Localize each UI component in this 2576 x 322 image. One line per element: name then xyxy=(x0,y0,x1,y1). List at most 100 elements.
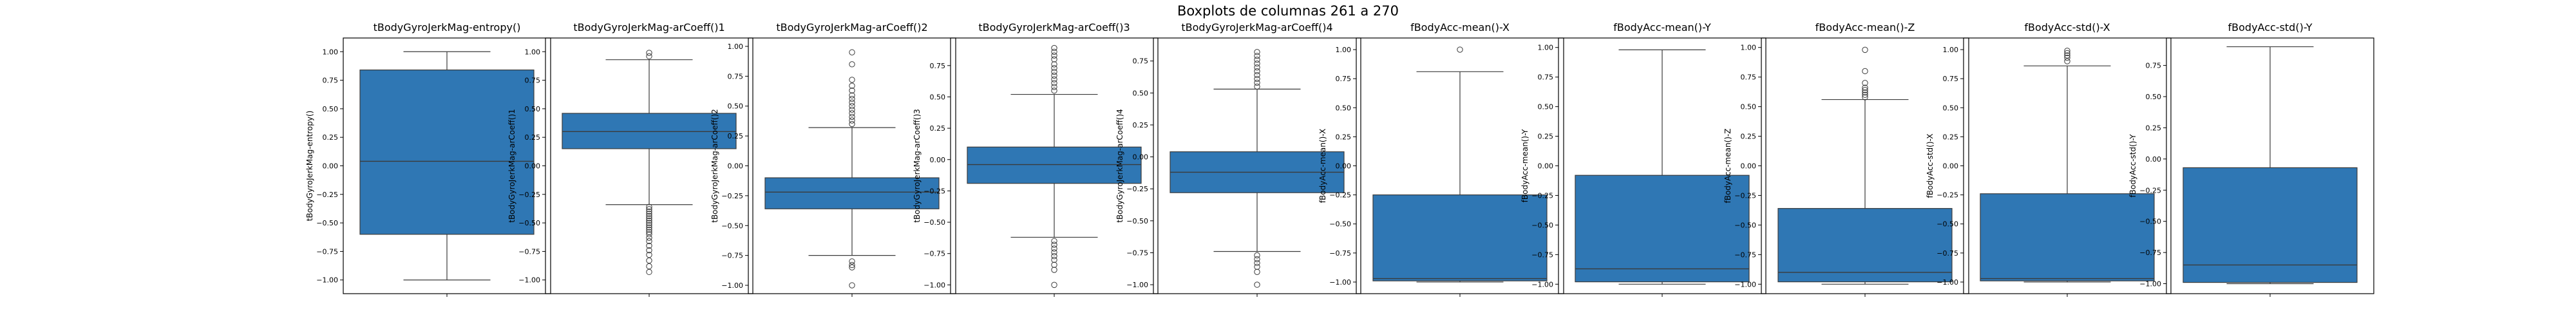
y-tick-label: −0.75 xyxy=(1126,249,1148,257)
outlier-point xyxy=(646,227,652,233)
outlier-point xyxy=(1051,65,1057,71)
iqr-box xyxy=(764,177,940,209)
y-axis-label: tBodyGyroJerkMag-arCoeff()2 xyxy=(710,109,719,223)
outlier-point xyxy=(849,264,855,270)
y-tick-label: 0.75 xyxy=(1741,73,1757,82)
y-tick-label: 0.75 xyxy=(525,77,541,85)
outlier-point xyxy=(646,224,652,231)
outlier-point xyxy=(1254,49,1260,55)
y-axis-label: tBodyGyroJerkMag-entropy() xyxy=(305,111,314,222)
outlier-point xyxy=(1051,48,1057,55)
outlier-point xyxy=(1254,256,1260,263)
y-tick-label: 0.75 xyxy=(1943,75,1959,83)
y-tick-label: −0.25 xyxy=(518,191,540,199)
outlier-point xyxy=(1051,252,1057,260)
y-tick-label: 0.75 xyxy=(1133,57,1149,66)
panel-title: tBodyGyroJerkMag-arCoeff()3 xyxy=(978,21,1130,33)
outlier-point xyxy=(1254,260,1260,267)
y-tick-label: 0.00 xyxy=(1943,162,1959,171)
y-tick-label: 0.75 xyxy=(323,77,339,85)
outlier-point xyxy=(646,208,652,215)
outlier-point xyxy=(1862,87,1868,93)
outlier-point xyxy=(1051,281,1057,289)
outlier-point xyxy=(1051,261,1057,268)
y-tick-label: −0.75 xyxy=(1734,251,1756,259)
y-tick-label: −0.25 xyxy=(1126,185,1148,193)
y-tick-label: −0.50 xyxy=(2139,218,2161,226)
y-tick-label: −0.25 xyxy=(1531,191,1553,200)
outlier-point xyxy=(849,92,855,99)
y-tick-label: 0.50 xyxy=(1741,103,1757,111)
panel-9: −1.00 −0.75 −0.50 −0.25 0.00 0.25 0.50 0.75 1.00… xyxy=(1926,21,2172,297)
y-tick-label: 1.00 xyxy=(728,43,744,51)
iqr-box xyxy=(967,146,1142,184)
outlier-point xyxy=(646,242,652,249)
y-tick-label: −0.75 xyxy=(923,250,945,258)
y-tick-label: −0.75 xyxy=(1531,251,1553,259)
y-tick-label: 0.50 xyxy=(2146,93,2162,101)
outlier-point xyxy=(849,282,855,289)
panel-title: fBodyAcc-std()-X xyxy=(2024,21,2110,33)
outlier-point xyxy=(1862,94,1868,100)
y-axis-label: fBodyAcc-std()-Y xyxy=(2128,134,2137,198)
y-tick-label: 1.00 xyxy=(1538,44,1554,52)
y-tick-label: −0.75 xyxy=(2139,249,2161,257)
y-tick-label: 1.00 xyxy=(323,48,339,56)
panel-5: −1.00 −0.75 −0.50 −0.25 0.00 0.25 0.50 0.75 tBod… xyxy=(1115,21,1361,297)
outlier-point xyxy=(1254,71,1260,79)
outlier-point xyxy=(849,258,855,265)
outlier-point xyxy=(646,220,652,226)
y-tick-label: 0.75 xyxy=(728,72,744,80)
y-tick-label: 0.50 xyxy=(728,102,744,111)
y-axis-label: fBodyAcc-mean()-X xyxy=(1318,129,1327,203)
y-tick-label: −0.25 xyxy=(1329,191,1351,200)
y-tick-label: 0.25 xyxy=(2146,124,2162,132)
y-tick-label: 0.00 xyxy=(930,156,946,164)
y-tick-label: 0.50 xyxy=(1336,104,1352,112)
outlier-point xyxy=(1051,68,1057,75)
y-tick-label: −0.50 xyxy=(721,222,743,230)
y-tick-label: 0.00 xyxy=(323,162,339,171)
outlier-point xyxy=(646,215,652,222)
y-tick-label: −0.50 xyxy=(316,219,338,227)
outlier-point xyxy=(1254,68,1260,75)
y-tick-label: 1.00 xyxy=(1741,44,1757,52)
y-axis-label: tBodyGyroJerkMag-arCoeff()3 xyxy=(913,109,922,223)
outlier-point xyxy=(1254,53,1260,59)
outlier-point xyxy=(1051,80,1057,86)
outlier-point xyxy=(1254,64,1260,71)
y-tick-label: 0.50 xyxy=(323,105,339,113)
y-tick-label: 0.50 xyxy=(930,93,946,101)
y-tick-label: 0.00 xyxy=(1538,162,1554,171)
y-tick-label: −0.25 xyxy=(721,192,743,200)
panel-title: fBodyAcc-mean()-Y xyxy=(1613,21,1711,33)
iqr-box xyxy=(2183,167,2358,283)
y-axis-label: fBodyAcc-mean()-Y xyxy=(1520,129,1530,202)
iqr-box xyxy=(1777,208,1953,283)
y-tick-label: 0.25 xyxy=(728,132,744,140)
outlier-point xyxy=(1051,267,1057,273)
outlier-point xyxy=(646,269,652,276)
y-tick-label: −1.00 xyxy=(2139,280,2161,289)
y-tick-label: −1.00 xyxy=(1734,280,1756,289)
y-tick-label: 0.50 xyxy=(1538,103,1554,111)
y-tick-label: −0.50 xyxy=(518,219,540,227)
outlier-point xyxy=(1051,238,1057,244)
outlier-point xyxy=(1457,46,1463,53)
y-axis-label: fBodyAcc-std()-X xyxy=(1926,134,1935,198)
y-tick-label: 0.00 xyxy=(2146,155,2162,164)
y-tick-label: −0.50 xyxy=(1937,220,1958,229)
y-tick-label: 0.25 xyxy=(1336,133,1352,141)
outlier-point xyxy=(2064,54,2070,61)
panel-title: tBodyGyroJerkMag-arCoeff()1 xyxy=(573,21,724,33)
y-tick-label: 0.50 xyxy=(1943,104,1959,112)
y-tick-label: −0.25 xyxy=(1937,191,1958,200)
panel-1: −1.00 −0.75 −0.50 −0.25 0.00 0.25 0.50 0.75 1.00… xyxy=(305,21,551,297)
panels: −1.00 −0.75 −0.50 −0.25 0.00 0.25 0.50 0.75 1.00… xyxy=(305,21,2374,297)
y-tick-label: 0.25 xyxy=(525,133,541,142)
outlier-point xyxy=(646,238,652,245)
outlier-point xyxy=(849,95,855,102)
panel-title: tBodyGyroJerkMag-entropy() xyxy=(374,21,521,33)
outlier-point xyxy=(646,53,652,60)
